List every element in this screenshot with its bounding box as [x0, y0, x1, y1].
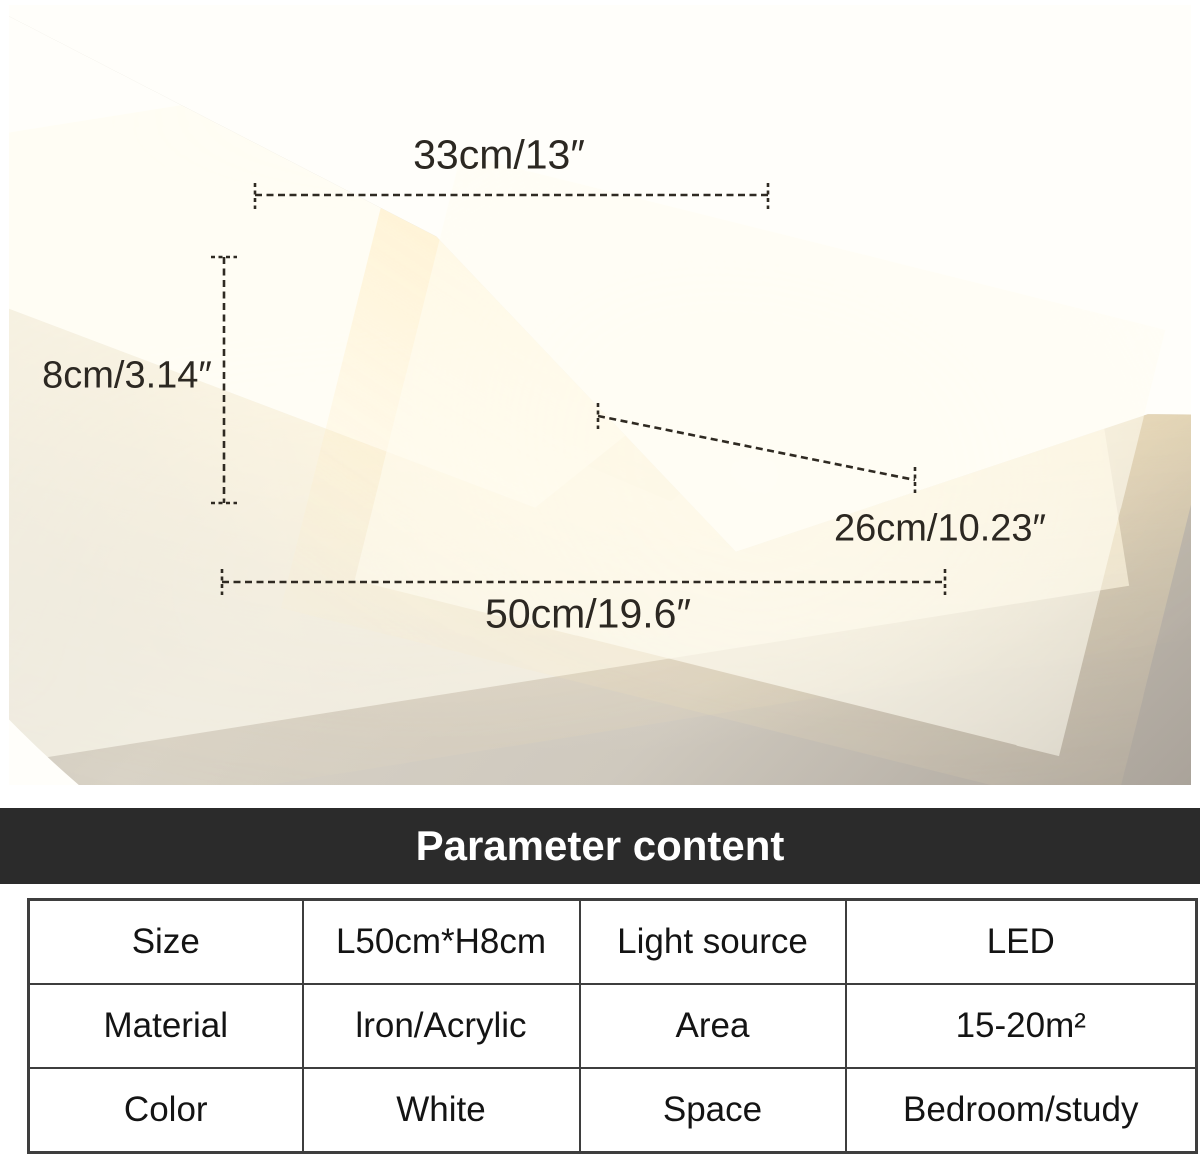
spec-label: Space: [578, 1067, 847, 1154]
dim-line-50cm: [220, 569, 947, 595]
lamp-photo: 33cm/13″ 8cm/3.14″ 26cm/10.23″ 50cm/19.6…: [9, 5, 1191, 785]
dim-label-top-width: 33cm/13″: [413, 131, 585, 178]
spec-value: 15-20m²: [844, 983, 1198, 1069]
table-row: Material lron/Acrylic Area 15-20m²: [27, 983, 1198, 1069]
spec-label: Material: [27, 983, 304, 1069]
spec-value: L50cm*H8cm: [301, 898, 581, 985]
dim-label-small-heart-width: 26cm/10.23″: [833, 507, 1047, 550]
table-row: Size L50cm*H8cm Light source LED: [27, 898, 1198, 985]
spec-label: Light source: [578, 898, 847, 985]
dim-line-8cm: [211, 255, 237, 505]
lamp-illustration: [9, 5, 1191, 785]
parameter-content-banner: Parameter content: [0, 808, 1200, 884]
dim-label-height: 8cm/3.14″: [42, 354, 212, 397]
parameter-content-title: Parameter content: [415, 822, 785, 869]
dim-line-33cm: [253, 183, 770, 209]
table-row: Color White Space Bedroom/study: [27, 1067, 1198, 1154]
spec-label: Color: [27, 1067, 304, 1154]
dim-line-26cm: [596, 403, 917, 493]
spec-value: LED: [844, 898, 1198, 985]
spec-label: Size: [27, 898, 304, 985]
spec-table: Size L50cm*H8cm Light source LED Materia…: [27, 898, 1198, 1154]
spec-value: lron/Acrylic: [301, 983, 581, 1069]
spec-value: White: [301, 1067, 581, 1154]
spec-value: Bedroom/study: [844, 1067, 1198, 1154]
spec-label: Area: [578, 983, 847, 1069]
dim-label-total-width: 50cm/19.6″: [485, 590, 691, 637]
